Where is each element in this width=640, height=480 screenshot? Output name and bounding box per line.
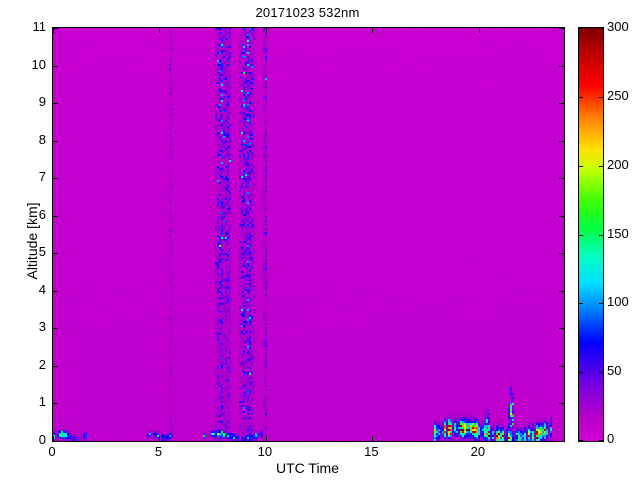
colorbar-tick-mark bbox=[579, 165, 583, 167]
colorbar-tick-mark bbox=[579, 440, 583, 441]
x-tick-mark bbox=[53, 436, 54, 441]
colorbar-tick-mark bbox=[579, 303, 583, 305]
y-tick-mark bbox=[559, 328, 564, 330]
y-tick-mark bbox=[559, 178, 564, 180]
colorbar-tick-mark bbox=[599, 234, 603, 236]
y-tick-mark bbox=[53, 403, 58, 405]
x-tick-mark bbox=[478, 436, 480, 441]
heatmap-axes[interactable] bbox=[52, 27, 565, 442]
x-tick-mark bbox=[478, 28, 480, 33]
colorbar-tick-mark bbox=[579, 234, 583, 236]
y-tick-mark bbox=[53, 290, 58, 292]
heatmap-image bbox=[53, 28, 564, 441]
colorbar-tick-mark bbox=[579, 28, 583, 29]
y-tick-mark bbox=[53, 140, 58, 142]
colorbar[interactable] bbox=[578, 27, 604, 442]
x-tick-label: 0 bbox=[48, 444, 56, 459]
chart-title: 20171023 532nm bbox=[255, 5, 360, 20]
y-tick-mark bbox=[559, 365, 564, 367]
y-tick-mark bbox=[53, 253, 58, 255]
y-tick-mark bbox=[53, 178, 58, 180]
y-tick-mark bbox=[559, 103, 564, 105]
x-tick-mark bbox=[159, 28, 161, 33]
colorbar-tick-mark bbox=[599, 96, 603, 98]
colorbar-tick-mark bbox=[599, 28, 603, 29]
y-tick-mark bbox=[559, 140, 564, 142]
x-tick-label: 20 bbox=[470, 444, 486, 459]
y-tick-mark bbox=[53, 28, 58, 29]
x-tick-mark bbox=[159, 436, 161, 441]
colorbar-tick-mark bbox=[599, 303, 603, 305]
colorbar-tick-mark bbox=[599, 440, 603, 441]
colorbar-tick-mark bbox=[599, 372, 603, 374]
y-tick-mark bbox=[559, 28, 564, 29]
x-tick-mark bbox=[53, 28, 54, 33]
y-tick-mark bbox=[53, 103, 58, 105]
y-tick-mark bbox=[53, 365, 58, 367]
y-tick-mark bbox=[559, 253, 564, 255]
y-tick-mark bbox=[559, 290, 564, 292]
x-axis-title: UTC Time bbox=[276, 460, 339, 476]
y-tick-mark bbox=[53, 65, 58, 67]
y-axis-title: Altitude [km] bbox=[24, 202, 40, 280]
y-tick-mark bbox=[559, 215, 564, 217]
x-tick-mark bbox=[265, 28, 267, 33]
y-tick-mark bbox=[53, 328, 58, 330]
colorbar-tick-mark bbox=[579, 96, 583, 98]
x-tick-mark bbox=[372, 436, 374, 441]
y-tick-mark bbox=[559, 65, 564, 67]
y-tick-mark bbox=[53, 441, 58, 442]
x-tick-label: 10 bbox=[257, 444, 273, 459]
colorbar-tick-mark bbox=[599, 165, 603, 167]
x-tick-mark bbox=[372, 28, 374, 33]
y-tick-mark bbox=[559, 441, 564, 442]
x-tick-label: 15 bbox=[364, 444, 379, 459]
y-tick-mark bbox=[53, 215, 58, 217]
y-tick-mark bbox=[559, 403, 564, 405]
colorbar-tick-mark bbox=[579, 372, 583, 374]
x-tick-mark bbox=[265, 436, 267, 441]
x-tick-label: 5 bbox=[154, 444, 163, 459]
